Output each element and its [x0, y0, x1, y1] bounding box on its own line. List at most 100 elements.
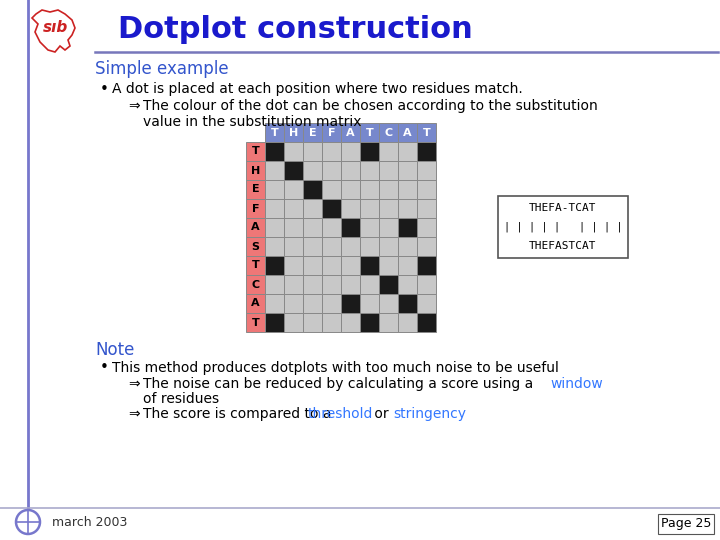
Text: sıb: sıb	[42, 21, 68, 36]
Text: H: H	[251, 165, 260, 176]
Bar	[417, 237, 436, 256]
Bar	[341, 237, 360, 256]
Bar	[398, 123, 417, 142]
Text: •: •	[100, 82, 109, 97]
Bar	[341, 256, 360, 275]
Bar	[265, 275, 284, 294]
Bar	[417, 180, 436, 199]
Text: A dot is placed at each position where two residues match.: A dot is placed at each position where t…	[112, 82, 523, 96]
Bar	[398, 161, 417, 180]
Bar	[265, 199, 284, 218]
Text: The score is compared to a: The score is compared to a	[143, 407, 336, 421]
Circle shape	[16, 510, 40, 534]
Bar	[322, 123, 341, 142]
Bar	[417, 294, 436, 313]
Bar	[498, 196, 628, 258]
Text: Note: Note	[95, 341, 135, 359]
Bar	[379, 275, 398, 294]
Bar	[265, 218, 284, 237]
Text: F: F	[328, 127, 336, 138]
Text: T: T	[251, 146, 259, 157]
Bar	[398, 199, 417, 218]
Bar	[303, 142, 322, 161]
Bar	[284, 294, 303, 313]
Bar	[303, 199, 322, 218]
Bar	[398, 294, 417, 313]
Bar	[246, 161, 265, 180]
Text: | | | | |   | | | |: | | | | | | | | |	[503, 222, 622, 232]
Bar	[322, 199, 341, 218]
Text: T: T	[251, 260, 259, 271]
Bar	[284, 142, 303, 161]
Bar	[284, 199, 303, 218]
Bar	[246, 294, 265, 313]
Bar	[265, 237, 284, 256]
Text: THEFASTCAT: THEFASTCAT	[529, 241, 597, 251]
Bar	[341, 218, 360, 237]
Text: ⇒: ⇒	[128, 407, 140, 421]
Bar	[360, 237, 379, 256]
Text: H: H	[289, 127, 298, 138]
Bar	[360, 313, 379, 332]
Bar	[398, 275, 417, 294]
Text: Dotplot construction: Dotplot construction	[118, 16, 473, 44]
Text: The colour of the dot can be chosen according to the substitution: The colour of the dot can be chosen acco…	[143, 99, 598, 113]
Bar	[303, 237, 322, 256]
Bar	[246, 142, 265, 161]
Bar	[379, 294, 398, 313]
Text: T: T	[366, 127, 374, 138]
Text: T: T	[251, 318, 259, 327]
Bar	[379, 180, 398, 199]
Text: Page 25: Page 25	[661, 517, 711, 530]
Bar	[284, 123, 303, 142]
Bar	[265, 180, 284, 199]
Bar	[265, 256, 284, 275]
Text: A: A	[346, 127, 355, 138]
Bar	[360, 180, 379, 199]
Bar	[398, 218, 417, 237]
Bar	[398, 237, 417, 256]
Bar	[417, 142, 436, 161]
Text: of residues: of residues	[143, 392, 219, 406]
Text: threshold: threshold	[308, 407, 374, 421]
Text: •: •	[100, 361, 109, 375]
Bar	[360, 275, 379, 294]
Bar	[360, 294, 379, 313]
Bar	[322, 180, 341, 199]
Text: A: A	[251, 222, 260, 233]
Text: Simple example: Simple example	[95, 60, 229, 78]
Bar	[265, 313, 284, 332]
Bar	[379, 256, 398, 275]
Text: ⇒: ⇒	[128, 99, 140, 113]
Bar	[360, 199, 379, 218]
Bar	[379, 313, 398, 332]
Bar	[284, 275, 303, 294]
Bar	[341, 199, 360, 218]
Bar	[379, 199, 398, 218]
Polygon shape	[32, 10, 75, 52]
Bar	[284, 313, 303, 332]
Bar	[265, 123, 284, 142]
Text: value in the substitution matrix: value in the substitution matrix	[143, 115, 361, 129]
Bar	[379, 218, 398, 237]
Bar	[303, 275, 322, 294]
Text: window: window	[550, 377, 603, 391]
Bar	[341, 275, 360, 294]
Text: C: C	[384, 127, 392, 138]
Text: A: A	[403, 127, 412, 138]
Text: stringency: stringency	[393, 407, 466, 421]
Bar	[379, 237, 398, 256]
Text: or: or	[370, 407, 393, 421]
Bar	[303, 313, 322, 332]
Bar	[246, 180, 265, 199]
Bar	[246, 199, 265, 218]
Bar	[341, 180, 360, 199]
Bar	[265, 161, 284, 180]
Bar	[303, 256, 322, 275]
Bar	[246, 275, 265, 294]
Bar	[284, 218, 303, 237]
Bar	[303, 218, 322, 237]
Bar	[322, 313, 341, 332]
Bar	[322, 294, 341, 313]
Text: F: F	[252, 204, 259, 213]
